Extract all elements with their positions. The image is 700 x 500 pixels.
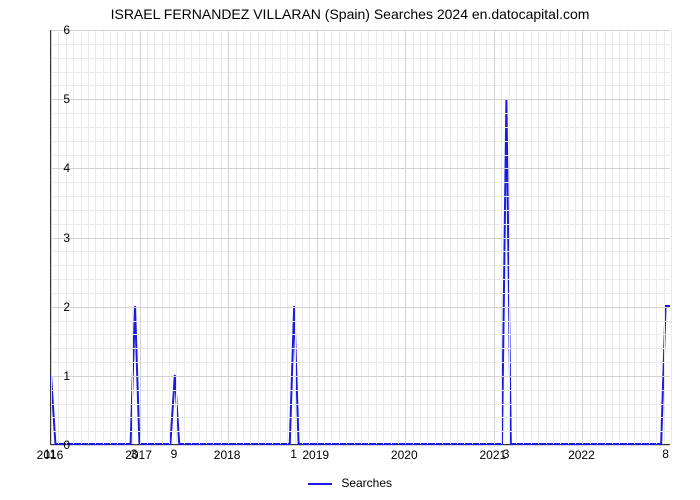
- peak-label: 3: [131, 447, 138, 461]
- x-tick-label: 2018: [214, 448, 241, 462]
- peak-label: 9: [171, 447, 178, 461]
- x-tick-label: 2020: [391, 448, 418, 462]
- peak-label: 8: [662, 447, 669, 461]
- legend: Searches: [0, 476, 700, 490]
- x-tick-label: 2017: [125, 448, 152, 462]
- chart-title: ISRAEL FERNANDEZ VILLARAN (Spain) Search…: [0, 6, 700, 22]
- legend-swatch: [308, 483, 332, 485]
- x-tick-label: 2019: [302, 448, 329, 462]
- y-tick-label: 5: [50, 92, 70, 106]
- legend-label: Searches: [341, 476, 392, 490]
- x-tick-label: 2022: [568, 448, 595, 462]
- y-tick-label: 1: [50, 369, 70, 383]
- y-tick-label: 4: [50, 161, 70, 175]
- y-tick-label: 3: [50, 231, 70, 245]
- plot-area: [50, 30, 670, 445]
- chart-container: ISRAEL FERNANDEZ VILLARAN (Spain) Search…: [0, 0, 700, 500]
- peak-label: 1: [290, 447, 297, 461]
- peak-label: 3: [503, 447, 510, 461]
- y-tick-label: 6: [50, 23, 70, 37]
- peak-label: 11: [44, 447, 56, 461]
- y-tick-label: 2: [50, 300, 70, 314]
